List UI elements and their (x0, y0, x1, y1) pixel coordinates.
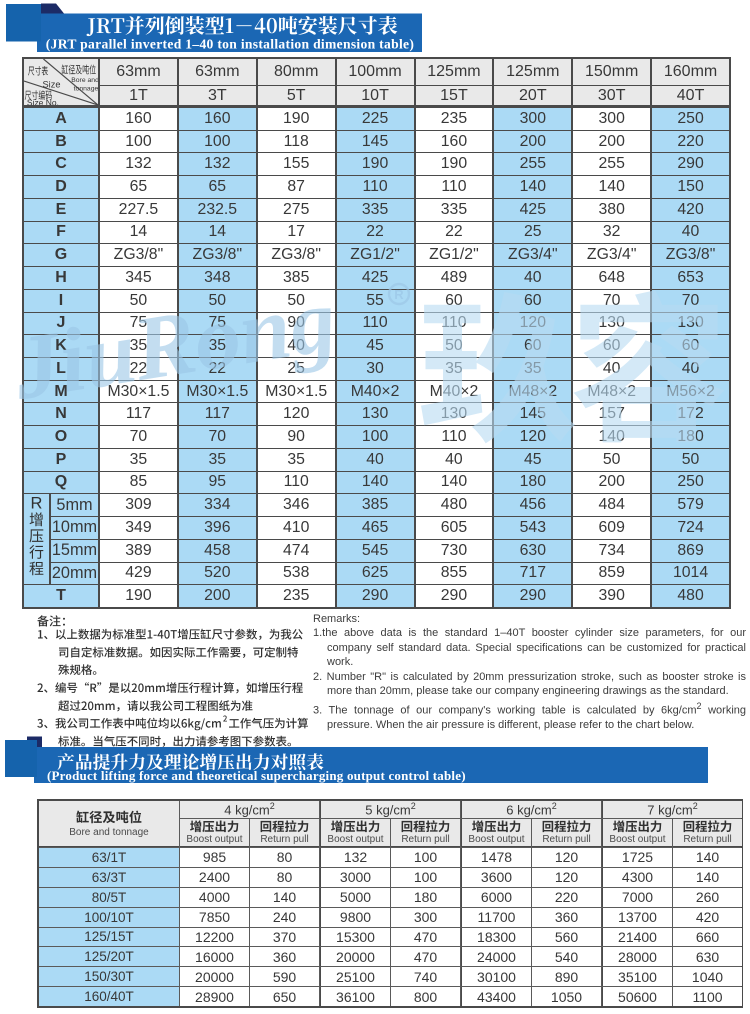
svg-text:Size: Size (43, 79, 61, 89)
svg-text:Return pull: Return pull (542, 834, 590, 845)
svg-text:Size No.: Size No. (27, 97, 59, 105)
svg-text:(Product lifting force and the: (Product lifting force and theoretical s… (47, 768, 466, 783)
svg-text:(JRT parallel inverted 1–40 to: (JRT parallel inverted 1–40 ton installa… (46, 37, 414, 53)
svg-text:Return pull: Return pull (401, 834, 449, 845)
svg-text:Bore and: Bore and (71, 77, 98, 84)
svg-text:tonnage: tonnage (74, 85, 98, 92)
svg-text:Boost output: Boost output (468, 834, 524, 845)
svg-text:Boost output: Boost output (609, 834, 665, 845)
svg-text:Return pull: Return pull (683, 834, 731, 845)
svg-text:R: R (31, 495, 43, 513)
svg-text:Bore and tonnage: Bore and tonnage (69, 827, 149, 838)
svg-text:Boost output: Boost output (327, 834, 383, 845)
svg-text:Boost output: Boost output (186, 834, 242, 845)
svg-text:Return pull: Return pull (260, 834, 308, 845)
